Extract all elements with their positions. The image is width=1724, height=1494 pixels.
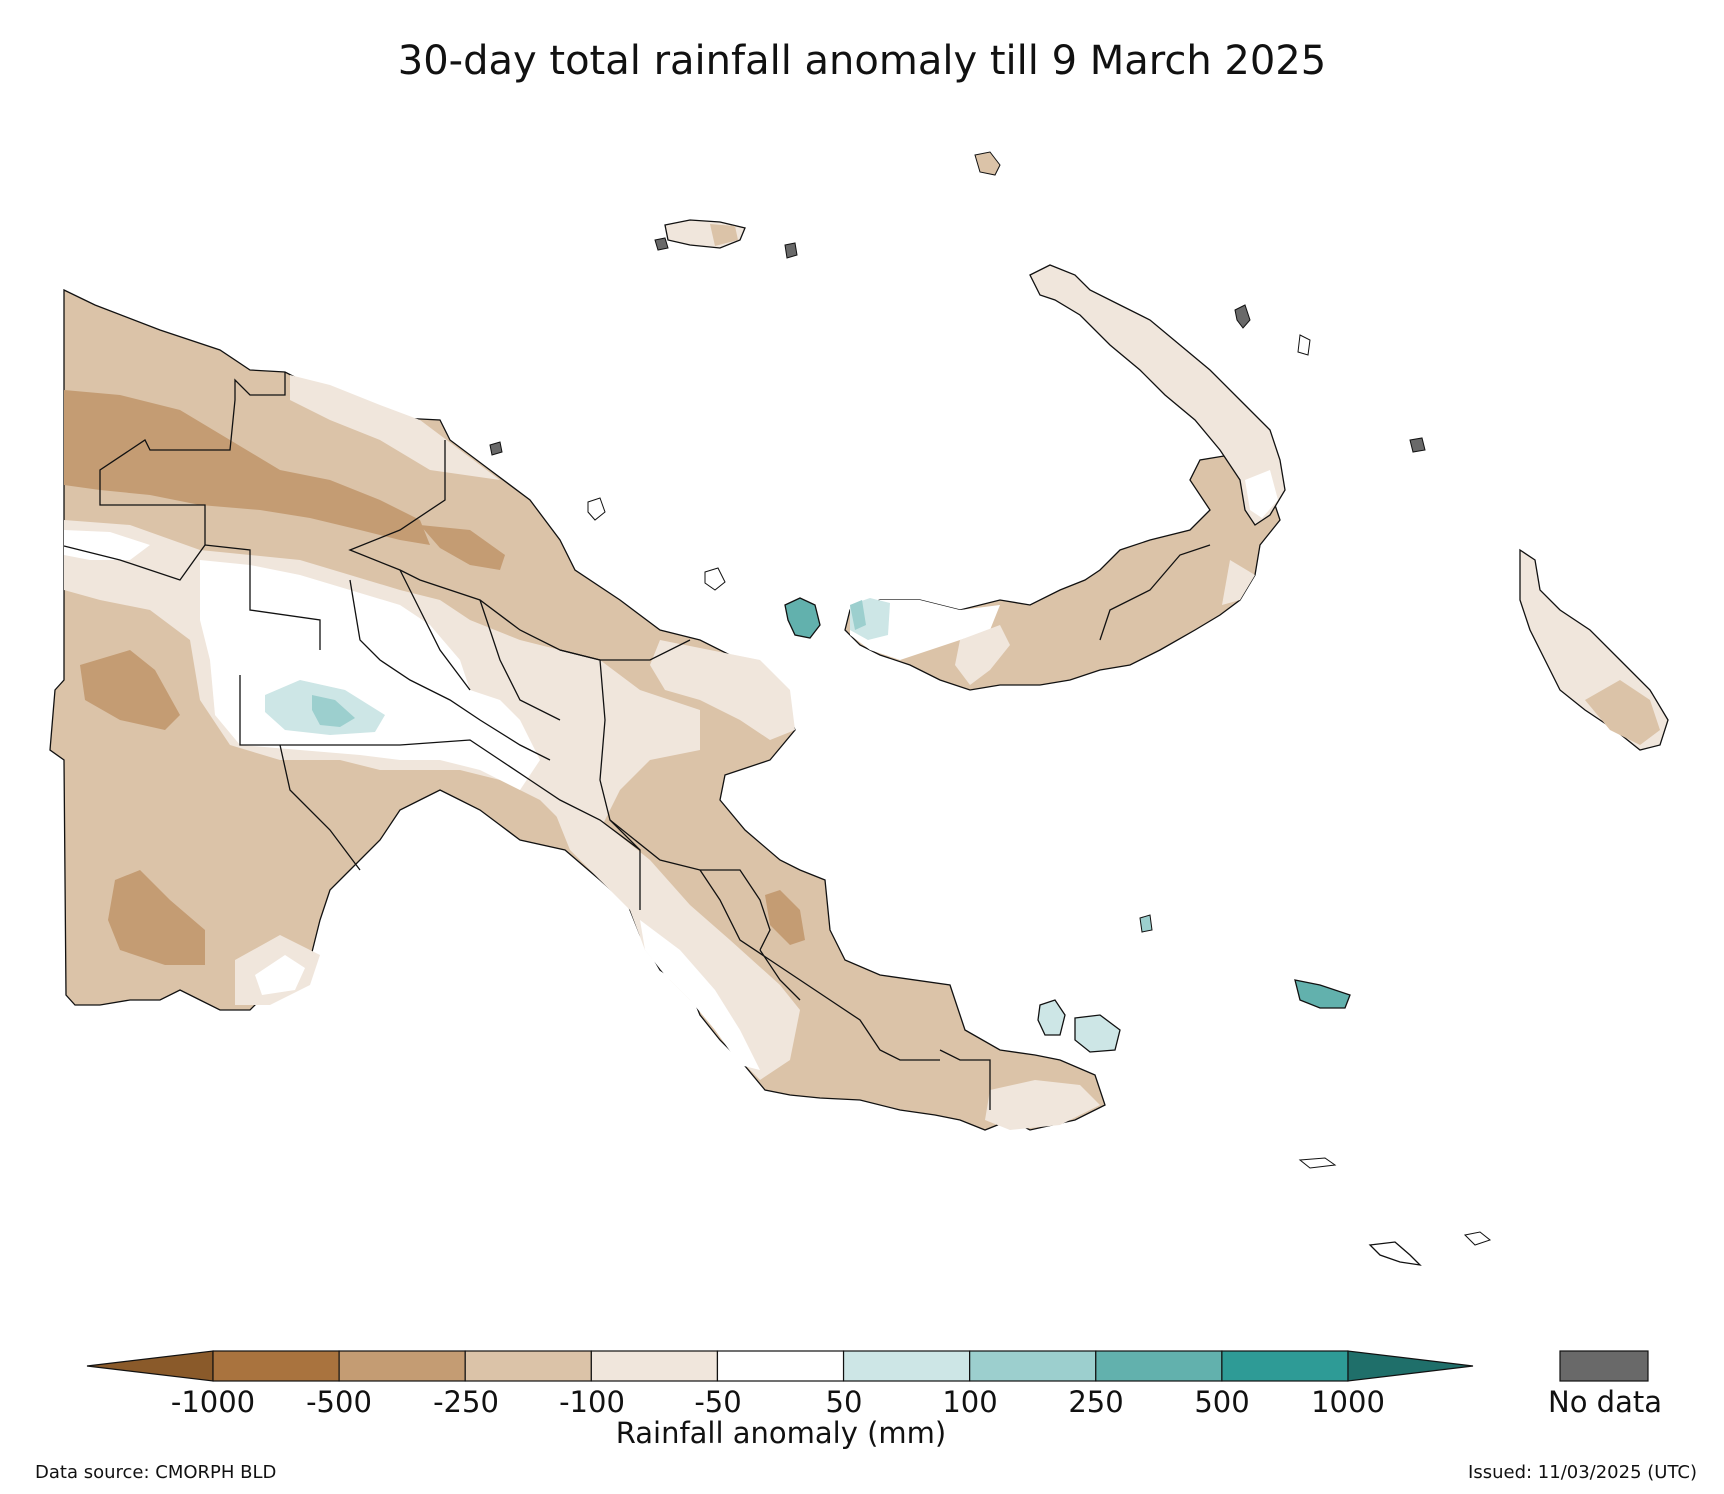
island-wet-karkar — [784, 597, 821, 639]
dry-patch-east — [765, 890, 805, 945]
colorbar-tick: -250 — [433, 1385, 499, 1419]
light-east-tip — [985, 1080, 1100, 1130]
new-britain — [844, 454, 1281, 691]
no-data-label: No data — [1548, 1385, 1662, 1419]
trobriand-island — [1139, 914, 1153, 933]
map-title: 30-day total rainfall anomaly till 9 Mar… — [397, 38, 1327, 84]
new-ireland — [1029, 264, 1286, 526]
data-source: Data source: CMORPH BLD — [35, 1462, 277, 1483]
colorbar-bin — [212, 1350, 340, 1382]
mainland — [49, 288, 1106, 1131]
woodlark-island — [1294, 979, 1351, 1009]
colorbar-label: Rainfall anomaly (mm) — [615, 1416, 947, 1450]
dry-patch-north2 — [420, 525, 505, 570]
manus-dry — [710, 224, 738, 246]
manus-nodata — [654, 237, 669, 251]
new-britain-border — [1099, 544, 1211, 641]
coastal-light-north-east — [650, 640, 795, 740]
misima-island — [1298, 1157, 1337, 1169]
colorbar-tick: 500 — [1194, 1385, 1250, 1419]
new-ireland-tip-normal — [1245, 470, 1278, 518]
colorbar-bin — [338, 1350, 466, 1382]
rossel-island — [1368, 1241, 1422, 1266]
colorbar-tick: -100 — [559, 1385, 625, 1419]
colorbar-bin — [464, 1350, 592, 1382]
dry-patch-southwest — [80, 650, 180, 730]
island-light-1 — [587, 497, 606, 521]
colorbar-bin — [1221, 1350, 1349, 1382]
colorbar-tick: -50 — [694, 1385, 742, 1419]
highlands-normal — [200, 560, 540, 790]
island-light-2 — [704, 567, 726, 591]
goodenough-island — [1037, 999, 1066, 1036]
mussau-island — [974, 151, 1001, 176]
dry-patch-south — [108, 870, 205, 965]
light-strip-east-coast — [550, 800, 800, 1080]
colorbar-extend-low — [86, 1350, 214, 1382]
colorbar-bin — [1095, 1350, 1223, 1382]
island-nodata-4 — [1409, 437, 1426, 453]
colorbar-bin — [969, 1350, 1097, 1382]
colorbar-bin — [716, 1350, 845, 1382]
island-nodata-1 — [1234, 304, 1251, 329]
no-data-swatch — [1559, 1350, 1649, 1382]
colorbar-tick: 50 — [825, 1385, 863, 1419]
bougainville-dry — [1585, 680, 1660, 745]
island-light-3 — [1297, 334, 1311, 356]
light-band-north-coast — [290, 375, 500, 480]
province-borders — [63, 372, 991, 1110]
rainfall-anomaly-map — [49, 151, 1669, 1266]
fergusson-island — [1074, 1014, 1121, 1053]
colorbar-tick: -1000 — [170, 1385, 256, 1419]
island-nodata-2 — [489, 441, 503, 456]
colorbar-bin — [842, 1350, 971, 1382]
dry-band-north — [64, 390, 430, 545]
west-normal-patch — [64, 530, 150, 560]
sudest-island — [1463, 1231, 1492, 1246]
new-britain-light — [955, 625, 1010, 685]
issued-date: Issued: 11/03/2025 (UTC) — [1468, 1462, 1697, 1483]
colorbar-tick: 100 — [942, 1385, 998, 1419]
colorbar-tick: 250 — [1068, 1385, 1124, 1419]
colorbar-bin — [590, 1350, 719, 1382]
normal-strip-east-coast — [640, 920, 760, 1070]
new-britain-west-wet2 — [850, 600, 866, 630]
colorbar-tick: 1000 — [1311, 1385, 1385, 1419]
colorbar-tick: -500 — [306, 1385, 372, 1419]
wet-core-highlands — [312, 695, 355, 727]
colorbar-extend-high — [1347, 1350, 1474, 1382]
island-nodata-3 — [784, 242, 798, 259]
new-britain-east-light — [1222, 560, 1255, 605]
normal-patch-south-coast — [255, 955, 305, 995]
